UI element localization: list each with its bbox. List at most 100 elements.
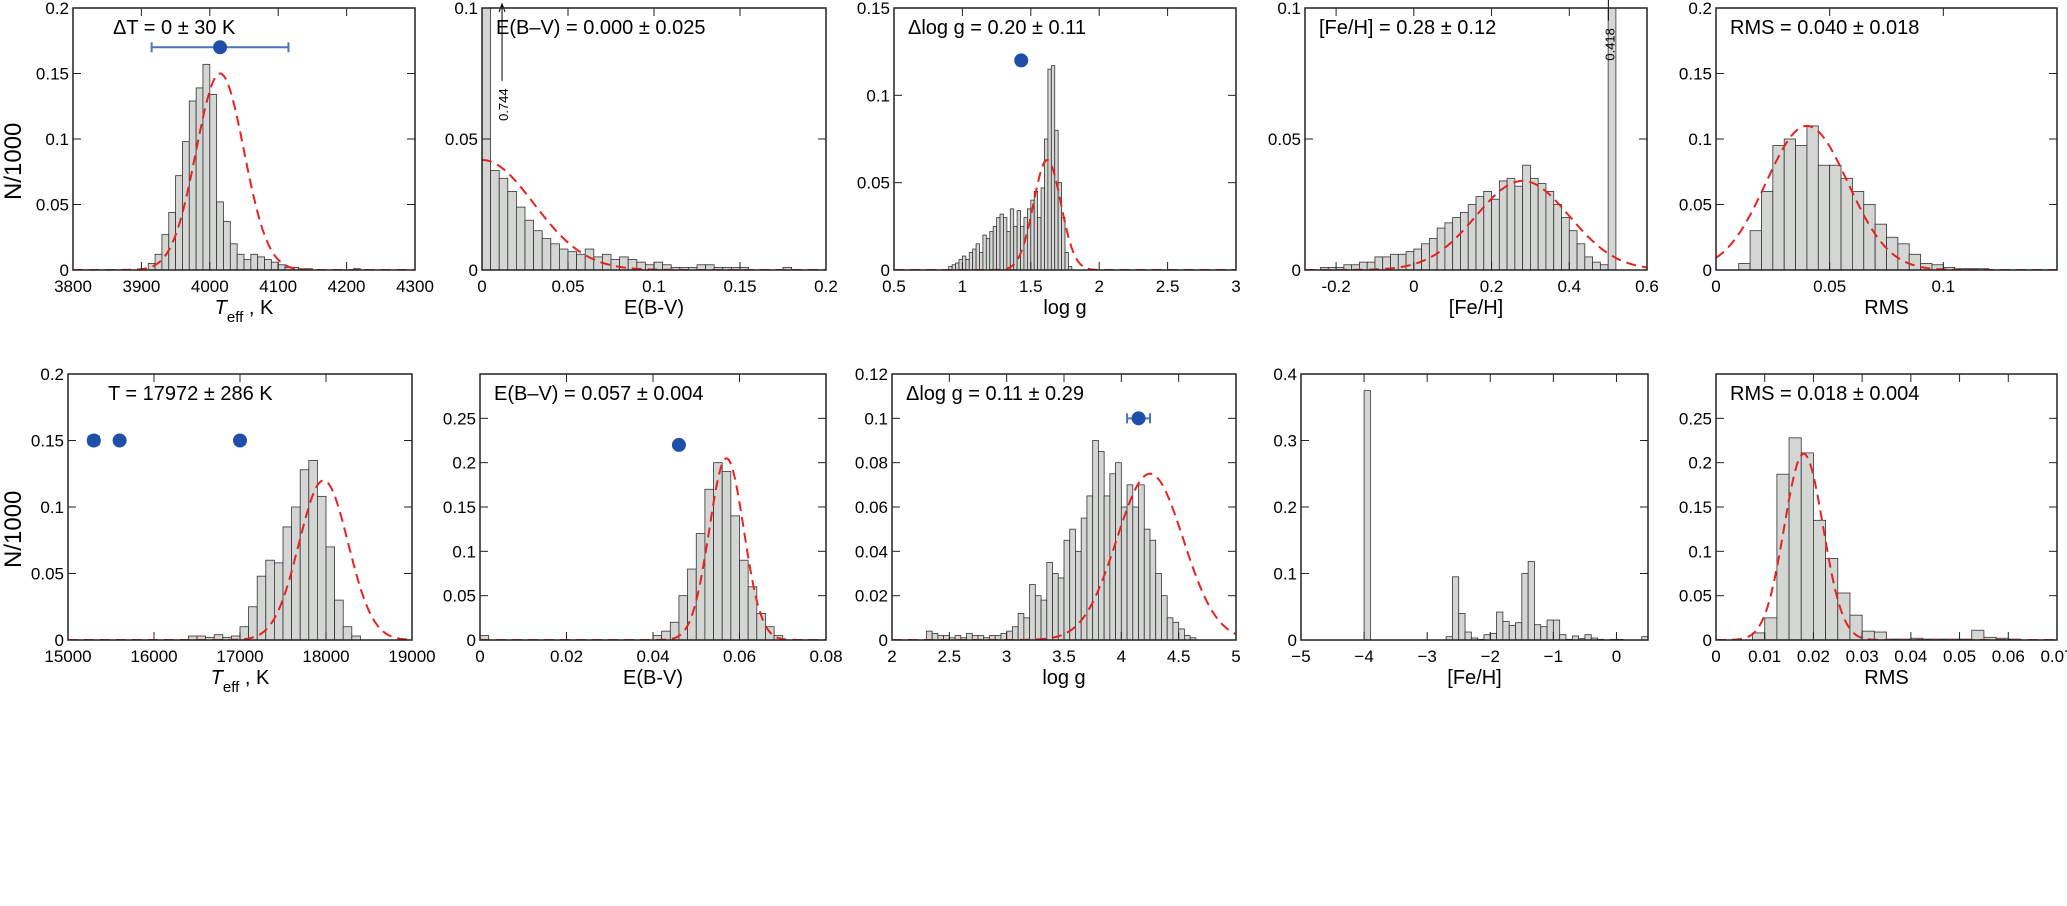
y-tick-label: 0.08 — [855, 454, 888, 473]
x-tick-label: 0.05 — [551, 277, 584, 296]
histogram-bar — [248, 606, 258, 640]
data-marker — [233, 433, 247, 448]
histogram-bar — [1908, 253, 1921, 270]
histogram-bar — [1607, 8, 1617, 270]
histogram-bar — [996, 217, 1001, 270]
histogram-bar — [593, 256, 603, 270]
y-tick-label: 0.2 — [45, 0, 69, 18]
histogram-bar — [1374, 256, 1384, 270]
histogram-bar — [1166, 617, 1174, 640]
histogram-bar — [524, 219, 535, 270]
histogram-bar — [1599, 264, 1609, 270]
histogram-bar — [1033, 190, 1039, 270]
x-tick-label: −3 — [1417, 647, 1436, 666]
data-marker — [671, 437, 686, 452]
histogram-bar — [958, 259, 963, 270]
x-tick-label: −2 — [1481, 647, 1500, 666]
y-tick-label: 0.06 — [855, 498, 888, 517]
annotation-label: 0.418 — [1602, 28, 1617, 61]
x-axis-label: RMS — [1864, 297, 1908, 319]
x-tick-label: 2.5 — [1156, 277, 1180, 296]
panel-10: 0 0.01 0.02 0.03 0.04 0.05 0.06 0.07 0 0.05 0.1 0.1… — [1679, 373, 2067, 689]
plot-area — [1716, 124, 2057, 270]
histogram-bar — [1752, 632, 1766, 640]
histogram-bar — [291, 506, 301, 640]
y-tick-label: 0 — [60, 261, 69, 280]
histogram-bar — [316, 495, 327, 640]
x-tick-label: 0.6 — [1635, 277, 1659, 296]
histogram-bar — [1460, 211, 1469, 270]
x-tick-label: 0.08 — [809, 647, 842, 666]
gaussian-fit-line — [73, 72, 415, 270]
x-tick-label: -0.2 — [1321, 277, 1350, 296]
plot-area — [482, 8, 826, 270]
histogram-bar — [1075, 550, 1082, 640]
y-tick-label: 0.25 — [443, 409, 476, 428]
gaussian-fit-line — [1716, 452, 2057, 640]
y-axis-label-top: N/1000 — [0, 122, 27, 200]
y-tick-label: 0.1 — [45, 130, 69, 149]
histogram-bar — [1120, 506, 1128, 640]
histogram-bar — [1863, 204, 1876, 270]
x-tick-label: 18000 — [302, 647, 349, 666]
histogram-bar — [661, 630, 671, 640]
x-label-main: T — [215, 297, 229, 319]
y-tick-label: 0.15 — [1679, 498, 1712, 517]
x-axis-label: Teff , K — [215, 297, 274, 326]
histogram-bar — [1023, 617, 1030, 640]
y-tick-label: 0.3 — [1273, 432, 1297, 451]
plot-area — [1305, 8, 1647, 270]
histogram-bar — [1489, 632, 1497, 640]
histogram-bar — [498, 177, 509, 270]
x-tick-label: 2 — [1094, 277, 1103, 296]
histogram-bar — [1540, 626, 1548, 640]
y-tick-label: 0.05 — [36, 196, 69, 215]
histogram-bar — [1825, 558, 1839, 640]
histogram-bar — [236, 253, 245, 270]
histogram-bar — [334, 599, 344, 640]
x-tick-label: 4.5 — [1167, 647, 1191, 666]
x-tick-label: 3.5 — [1052, 647, 1076, 666]
x-label-subscript: eff — [223, 679, 240, 696]
histogram-bar — [533, 230, 543, 270]
y-tick-label: 0.05 — [1268, 130, 1301, 149]
histogram-bar — [1029, 584, 1036, 640]
y-tick-label: 0.4 — [1273, 365, 1297, 384]
histogram-bar — [982, 234, 987, 270]
y-tick-label: 0.05 — [443, 587, 476, 606]
histogram-bar — [264, 259, 272, 270]
histogram-bar — [1502, 620, 1510, 640]
histogram-bar — [1178, 628, 1185, 640]
histogram-bar — [257, 256, 265, 270]
histogram-bar — [962, 255, 967, 270]
x-axis-label: [Fe/H] — [1447, 667, 1501, 689]
histogram-bar — [1080, 517, 1088, 640]
histogram-bar — [1149, 539, 1157, 640]
histogram-bar — [1571, 635, 1579, 640]
histogram-bar — [739, 559, 749, 640]
y-tick-label: 0.05 — [1679, 587, 1712, 606]
histogram-bar — [342, 626, 353, 640]
histogram-bar — [1037, 217, 1042, 270]
histogram-bar — [1026, 208, 1032, 270]
histogram-bar — [325, 546, 336, 640]
panel-4: 0.418 -0.2 0 0.2 0.4 0.6 0 0.05 0.1 [Fe/H] = 0.28… — [1268, 0, 1659, 319]
y-tick-label: 0.1 — [1688, 130, 1712, 149]
panel-title: RMS = 0.040 ± 0.018 — [1730, 17, 1919, 39]
histogram-bar — [1552, 619, 1561, 640]
panel-title: Δlog g = 0.11 ± 0.29 — [906, 383, 1084, 405]
x-tick-label: 3 — [1002, 647, 1011, 666]
histogram-bar — [1806, 125, 1819, 270]
histogram-bar — [507, 190, 517, 270]
gaussian-fit-line — [68, 479, 412, 640]
histogram-bar — [1553, 204, 1562, 270]
histogram-bar — [1467, 204, 1477, 270]
histogram-bar — [541, 238, 552, 270]
histogram-bar — [1012, 626, 1019, 640]
histogram-bar — [1161, 595, 1168, 640]
histogram-bar — [1009, 208, 1015, 270]
x-tick-label: 16000 — [130, 647, 177, 666]
histogram-bar — [1057, 182, 1062, 270]
panel-9: −5 −4 −3 −2 −1 0 0 0.1 0.2 0.3 0.4 [Fe/H] — [1273, 365, 1649, 689]
histogram-bar — [975, 243, 980, 270]
